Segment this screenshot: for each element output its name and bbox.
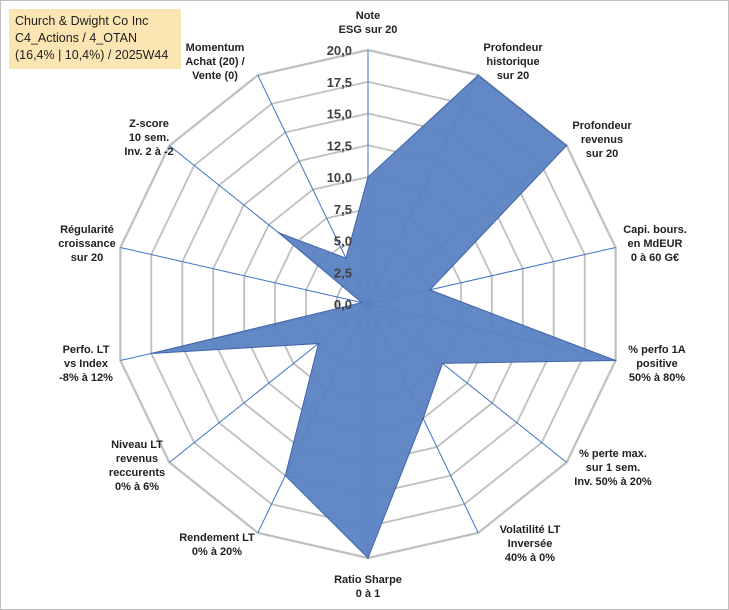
- tick-label-6: 15,0: [327, 107, 352, 122]
- tick-label-7: 17,5: [327, 75, 352, 90]
- axis-label-11: Régularité croissance sur 20: [58, 224, 115, 264]
- data-point-1: [477, 74, 480, 76]
- title-category: C4_Actions / 4_OTAN: [15, 31, 138, 45]
- data-point-6: [422, 417, 424, 420]
- title-performance: (16,4% | 10,4%) / 2025W44: [15, 48, 169, 62]
- series-area: [151, 74, 616, 559]
- axis-label-4: % perfo 1A positive 50% à 80%: [628, 344, 686, 384]
- axis-label-10: Perfo. LT vs Index -8% à 12%: [59, 344, 113, 384]
- data-point-2: [565, 144, 568, 147]
- data-point-4: [614, 359, 617, 362]
- axis-labels: Note ESG sur 20 Profondeur historique sur 20…: [58, 10, 687, 600]
- tick-label-3: 7,5: [334, 202, 352, 217]
- chart-title-box: Church & Dwight Co Inc C4_Actions / 4_OT…: [9, 9, 181, 69]
- tick-label-5: 12,5: [327, 138, 352, 153]
- axis-label-7: Ratio Sharpe 0 à 1: [334, 574, 402, 600]
- title-company: Church & Dwight Co Inc: [15, 14, 149, 28]
- axis-label-1: Profondeur historique sur 20: [483, 42, 543, 82]
- axis-label-9: Niveau LT revenus reccurents 0% à 6%: [109, 439, 165, 493]
- data-point-12: [277, 231, 280, 234]
- axis-label-6: Volatilité LT Inversée 40% à 0%: [500, 524, 561, 564]
- radial-tick-labels: 0,0 2,5 5,0 7,5 10,0 12,5 15,0 17,5 20,0: [327, 43, 352, 312]
- axis-label-3: Capi. bours. en MdEUR 0 à 60 G€: [623, 224, 687, 264]
- spoke-11: [120, 247, 369, 305]
- tick-label-0: 0,0: [334, 297, 352, 312]
- data-point-3: [429, 289, 431, 291]
- axis-label-5: % perte max. sur 1 sem. Inv. 50% à 20%: [574, 448, 652, 488]
- data-point-5: [441, 362, 444, 365]
- axis-label-2: Profondeur revenus sur 20: [572, 120, 632, 160]
- data-point-0: [367, 176, 369, 178]
- data-point-8: [284, 474, 287, 477]
- axis-label-0: Note ESG sur 20: [339, 10, 398, 36]
- data-point-9: [317, 342, 320, 345]
- axis-label-8: Rendement LT 0% à 20%: [179, 532, 255, 558]
- data-point-10: [150, 352, 153, 355]
- data-point-13: [345, 257, 347, 260]
- tick-label-2: 5,0: [334, 234, 352, 249]
- axis-label-13: Momentum Achat (20) / Vente (0): [185, 42, 244, 82]
- tick-label-8: 20,0: [327, 43, 352, 58]
- tick-label-1: 2,5: [334, 265, 352, 280]
- tick-label-4: 10,0: [327, 170, 352, 185]
- data-point-7: [367, 557, 369, 559]
- radar-series: [150, 74, 617, 559]
- axis-label-12: Z-score 10 sem. Inv. 2 à -2: [124, 118, 173, 158]
- data-point-11: [361, 301, 363, 304]
